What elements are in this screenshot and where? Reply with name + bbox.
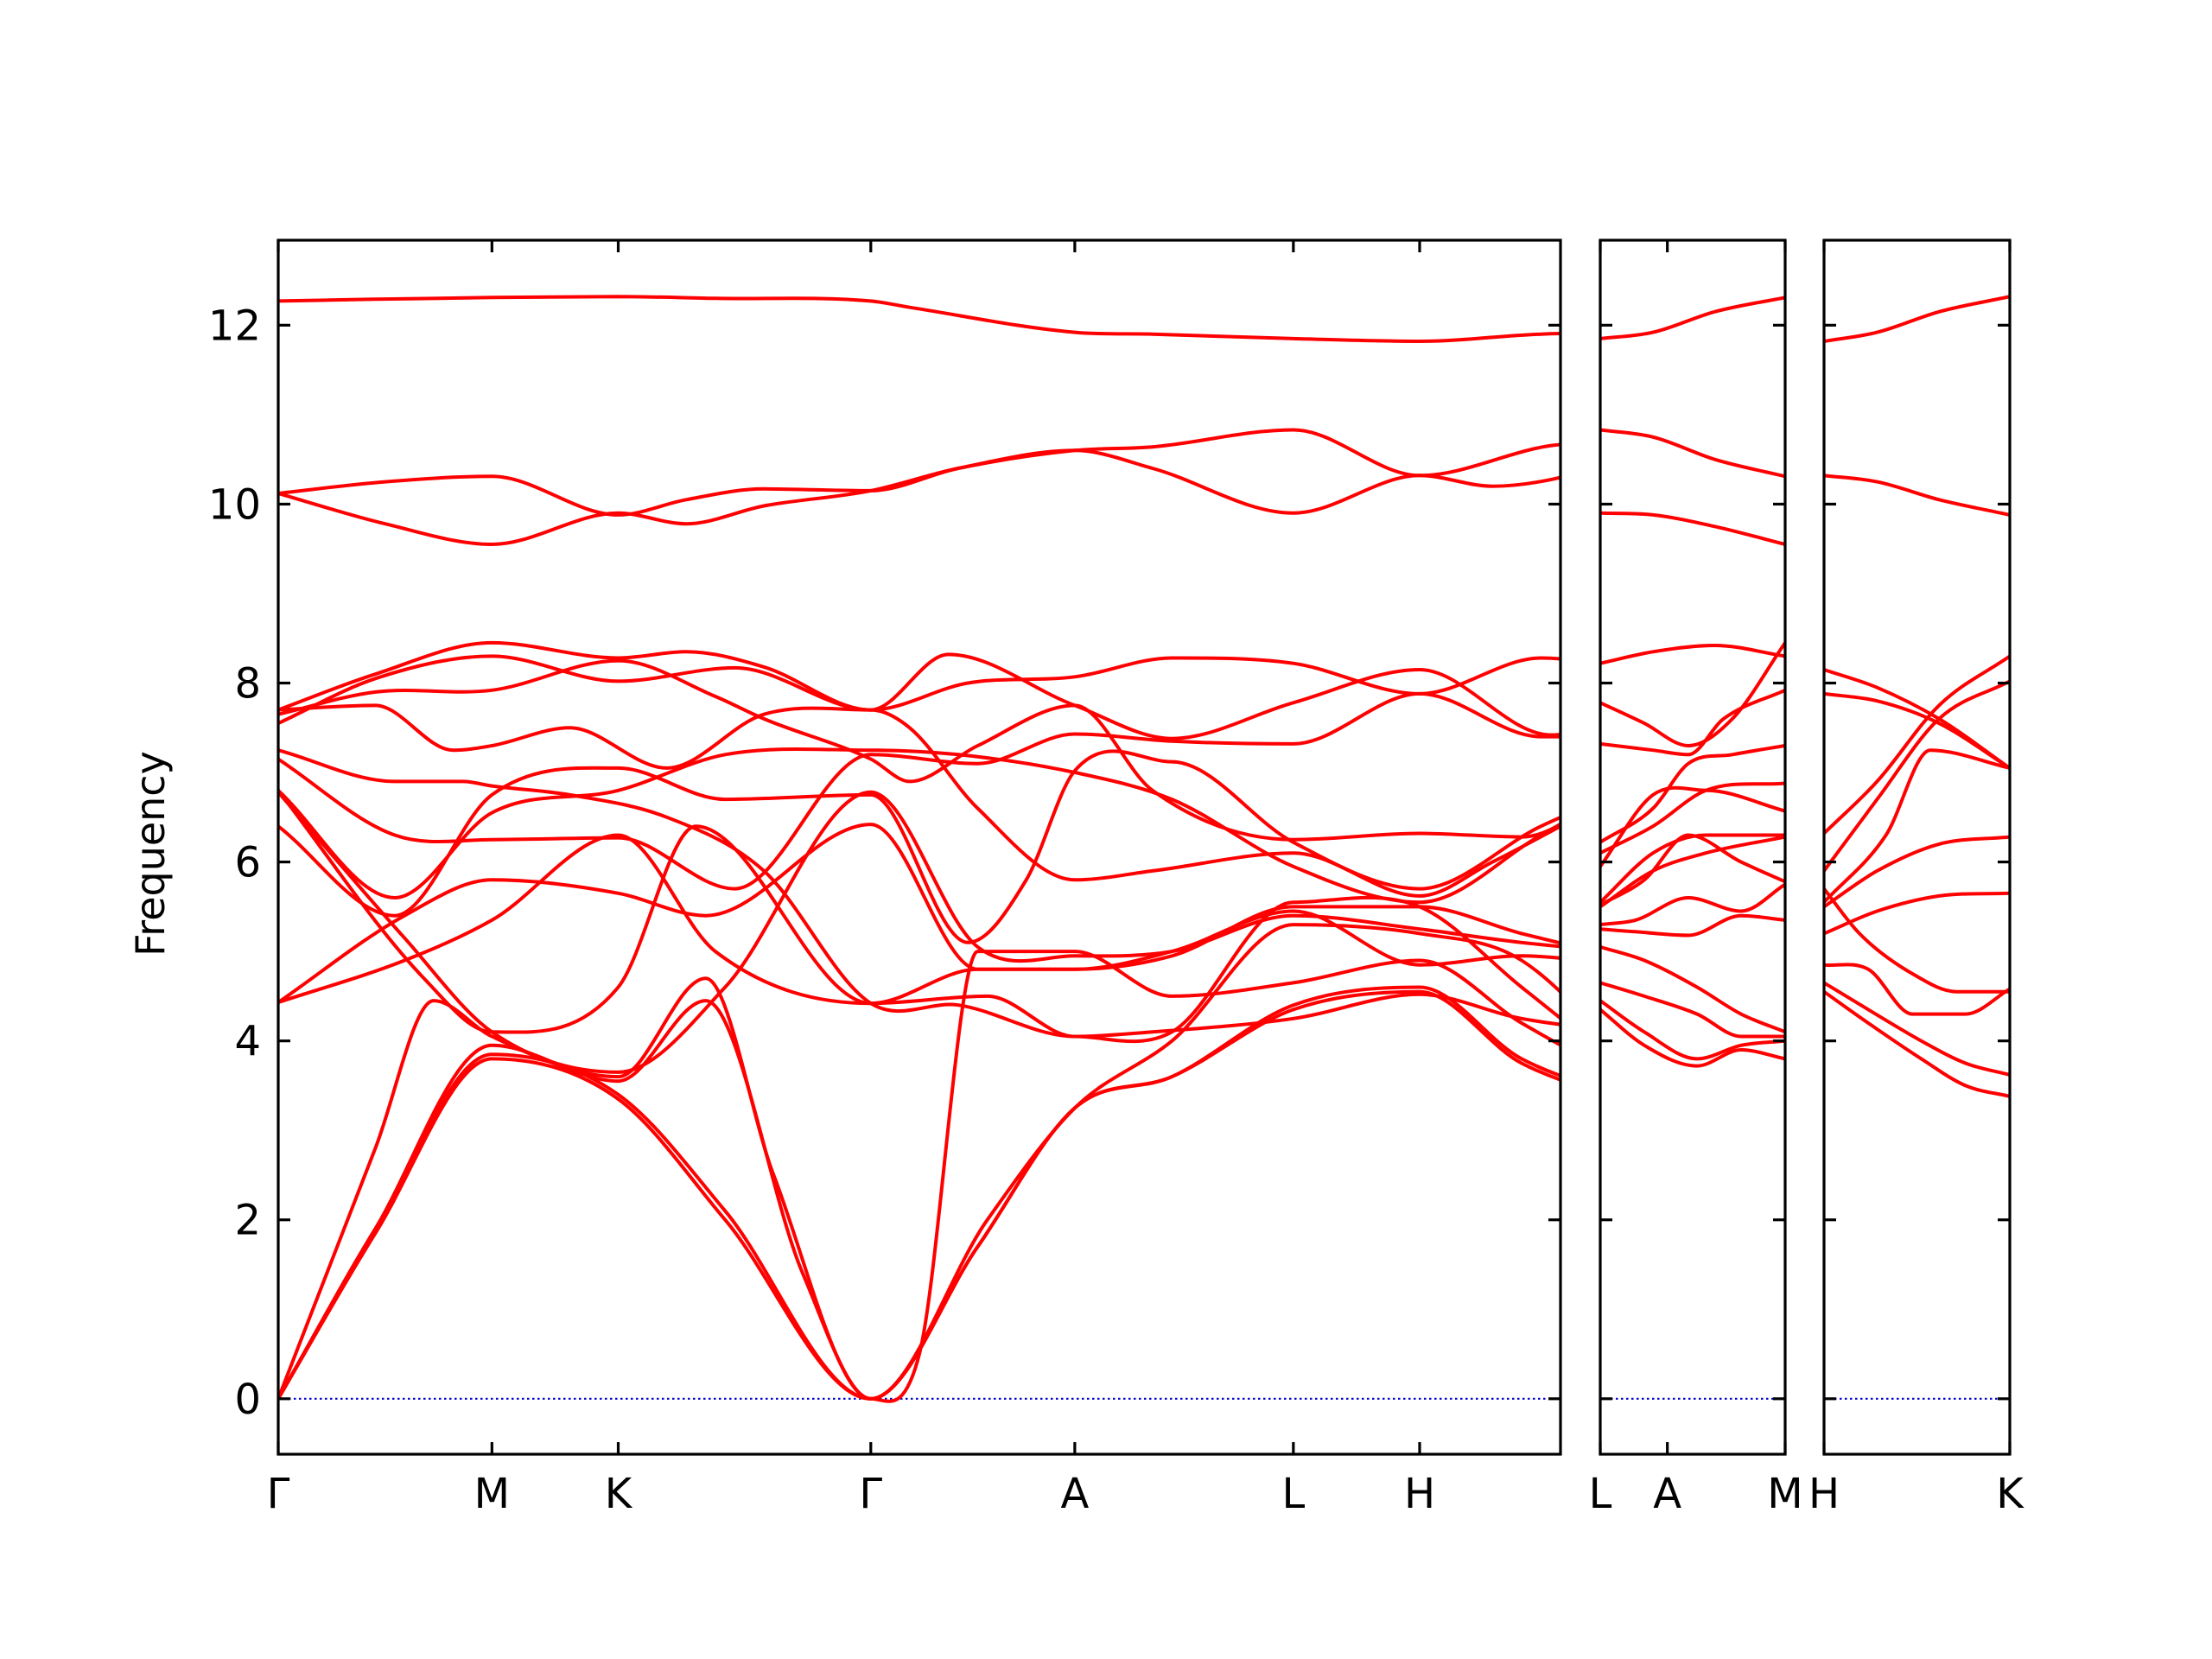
panel-1-bands [278,295,1560,1403]
x-tick-label: Γ [267,1470,290,1518]
phonon-band-0-8 [278,691,1560,891]
x-tick-label: K [1996,1470,2024,1518]
phonon-band-1-10 [1600,835,1785,909]
y-tick-label: 6 [234,839,261,887]
phonon-band-1-5 [1600,688,1785,757]
phonon-band-1-3 [1600,644,1785,665]
phonon-band-1-7 [1600,781,1785,855]
phonon-band-1-12 [1600,882,1785,927]
x-tick-label: Γ [859,1470,882,1518]
phonon-band-1-16 [1600,999,1785,1061]
phonon-band-1-0 [1600,296,1785,340]
phonon-band-1-17 [1600,1007,1785,1068]
phonon-band-2-8 [1824,891,2010,936]
phonon-band-2-9 [1824,887,2010,994]
phonon-band-2-1 [1824,474,2010,517]
phonon-band-1-11 [1600,833,1785,907]
phonon-band-1-14 [1600,944,1785,1034]
y-tick-label: 8 [234,660,261,709]
y-tick-label: 0 [234,1376,261,1424]
panel-1-frame [276,238,1562,1456]
phonon-band-0-3 [278,640,1560,741]
panel-3-frame [1822,238,2012,1456]
phonon-band-0-6 [278,703,1560,898]
panel-3-bands [1824,295,2010,1400]
phonon-band-2-0 [1824,295,2010,343]
phonon-band-2-12 [1824,989,2010,1098]
phonon-band-1-13 [1600,913,1785,938]
panel-2-bands [1600,296,1785,1400]
x-tick-label: M [474,1470,510,1518]
phonon-band-2-6 [1824,748,2010,905]
phonon-band-0-16 [278,950,1560,1403]
phonon-band-0-10 [278,749,1560,944]
phonon-band-0-5 [278,658,1560,842]
phonon-band-2-4 [1824,654,2010,836]
y-axis-label: Frequency [127,751,174,957]
phonon-band-2-10 [1824,963,2010,1016]
x-tick-label: M [1767,1470,1802,1518]
phonon-band-0-13 [278,833,1560,1006]
phonon-band-2-11 [1824,981,2010,1077]
phonon-band-0-18 [278,989,1560,1401]
y-tick-label: 2 [234,1197,261,1245]
band-lines [278,295,2010,1403]
phonon-band-0-7 [278,748,1560,1039]
phonon-band-1-6 [1600,744,1785,844]
phonon-band-1-1 [1600,428,1785,479]
x-tick-label: K [605,1470,633,1518]
phonon-band-0-17 [278,985,1560,1401]
phonon-band-2-3 [1824,691,2010,770]
x-tick-label: H [1808,1470,1840,1518]
x-tick-label: H [1404,1470,1435,1518]
y-tick-label: 4 [234,1018,261,1066]
axes-frames [276,238,2012,1456]
phonon-band-2-2 [1824,668,2010,770]
phonon-band-2-5 [1824,679,2010,873]
phonon-band-1-8 [1600,785,1785,868]
phonon-band-1-15 [1600,981,1785,1039]
x-tick-label: L [1589,1470,1612,1518]
x-tick-label: L [1281,1470,1305,1518]
y-tick-label: 10 [208,480,261,529]
phonon-band-0-14 [278,788,1560,1044]
x-tick-label: A [1653,1470,1681,1518]
phonon-band-1-4 [1600,640,1785,747]
phonon-band-0-9 [278,747,1560,905]
phonon-band-0-0 [278,295,1560,343]
phonon-band-0-2 [278,448,1560,546]
panel-2-frame [1599,238,1787,1456]
phonon-band-2-7 [1824,835,2010,909]
phonon-band-1-2 [1600,511,1785,546]
y-tick-label: 12 [208,302,261,350]
x-tick-label: A [1060,1470,1089,1518]
phonon-band-0-1 [278,428,1560,517]
